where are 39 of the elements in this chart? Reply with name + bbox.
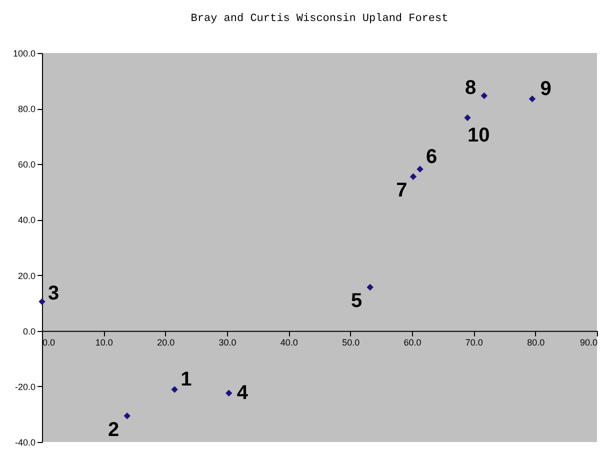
x-tick-label: 40.0 — [280, 337, 298, 348]
annotation: 8 — [465, 76, 476, 99]
point — [366, 284, 374, 291]
point — [124, 412, 130, 420]
annotation: 9 — [540, 78, 552, 100]
x-tick-label: 0.0 — [42, 337, 56, 348]
point — [480, 92, 488, 100]
annotation: 5 — [350, 290, 362, 312]
x-tick-label: 20.0 — [157, 337, 175, 348]
x-tick-label: 30.0 — [218, 337, 236, 348]
x-tick-label: 50.0 — [342, 337, 360, 348]
chart-title: Bray and Curtis Wisconsin Upland Forest — [190, 13, 448, 25]
annotation: 4 — [236, 382, 249, 404]
y-tick-label: 40.0 — [18, 215, 36, 226]
x-tick-label: 90.0 — [580, 337, 598, 348]
annotation: 3 — [48, 282, 60, 305]
point — [464, 114, 471, 122]
y-tick-label: 60.0 — [18, 160, 36, 170]
point — [225, 390, 232, 396]
x-tick-label: 80.0 — [527, 337, 545, 348]
annotation: 2 — [108, 418, 120, 441]
point — [38, 298, 46, 306]
x-tick-label: 70.0 — [465, 337, 483, 348]
annotation: 6 — [426, 146, 438, 168]
point — [528, 95, 536, 102]
y-tick-label: -40.0 — [14, 438, 36, 448]
y-tick-label: 20.0 — [18, 270, 36, 281]
annotation: 10 — [468, 124, 490, 147]
point — [416, 166, 424, 172]
y-tick-label: 80.0 — [18, 104, 36, 114]
annotation: 7 — [396, 180, 408, 202]
point — [410, 173, 417, 180]
annotation: 1 — [180, 368, 192, 390]
y-tick-label: 100.0 — [12, 48, 36, 58]
y-tick-label: 0.0 — [22, 326, 36, 336]
x-tick-label: 60.0 — [404, 337, 422, 348]
x-tick-label: 10.0 — [95, 337, 113, 348]
point — [171, 386, 178, 393]
y-tick-label: -20.0 — [14, 382, 36, 392]
